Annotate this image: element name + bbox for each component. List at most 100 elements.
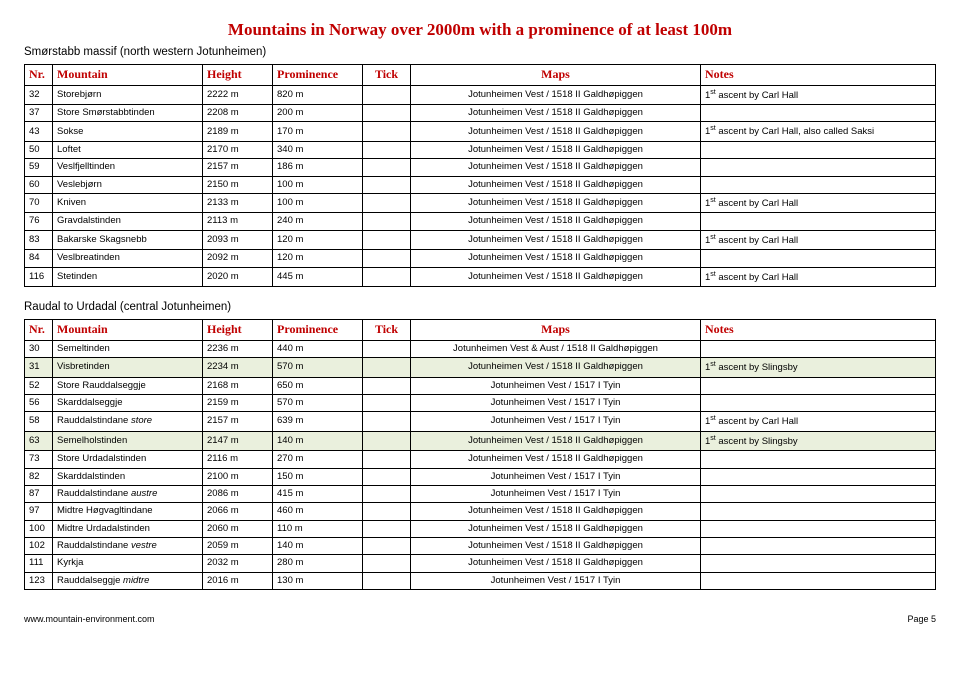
- table-cell: 58: [25, 412, 53, 432]
- table-cell: 1st ascent by Carl Hall: [701, 85, 936, 105]
- table-cell: 2234 m: [203, 358, 273, 378]
- table-cell: Rauddalseggje midtre: [53, 572, 203, 589]
- table-cell: [701, 105, 936, 122]
- table-cell: 2170 m: [203, 141, 273, 158]
- table-cell: [363, 538, 411, 555]
- table-cell: Jotunheimen Vest / 1518 II Galdhøpiggen: [411, 431, 701, 451]
- table-cell: 2060 m: [203, 520, 273, 537]
- table-cell: Jotunheimen Vest / 1517 I Tyin: [411, 412, 701, 432]
- table-cell: 100 m: [273, 176, 363, 193]
- table-cell: 820 m: [273, 85, 363, 105]
- table-cell: 37: [25, 105, 53, 122]
- table-cell: 100 m: [273, 193, 363, 213]
- table-cell: 200 m: [273, 105, 363, 122]
- table-cell: [701, 213, 936, 230]
- table-cell: Store Rauddalseggje: [53, 377, 203, 394]
- table-row: 84Veslbreatinden2092 m120 m Jotunheimen V…: [25, 250, 936, 267]
- table-cell: Veslfjelltinden: [53, 159, 203, 176]
- table-cell: [363, 520, 411, 537]
- table-cell: 2086 m: [203, 485, 273, 502]
- table-cell: 2159 m: [203, 394, 273, 411]
- table-cell: [701, 250, 936, 267]
- table-cell: 280 m: [273, 555, 363, 572]
- table-cell: 2236 m: [203, 340, 273, 357]
- table-cell: Jotunheimen Vest / 1518 II Galdhøpiggen: [411, 250, 701, 267]
- table-cell: Jotunheimen Vest / 1518 II Galdhøpiggen: [411, 176, 701, 193]
- table-cell: [363, 159, 411, 176]
- table-cell: 1st ascent by Slingsby: [701, 358, 936, 378]
- table-cell: 111: [25, 555, 53, 572]
- table-cell: [363, 503, 411, 520]
- table-cell: Rauddalstindane store: [53, 412, 203, 432]
- table-cell: [363, 105, 411, 122]
- table-cell: Sokse: [53, 122, 203, 142]
- table-cell: 120 m: [273, 250, 363, 267]
- table-cell: 120 m: [273, 230, 363, 250]
- table-cell: 445 m: [273, 267, 363, 287]
- table-cell: [701, 572, 936, 589]
- table-row: 63Semelholstinden2147 m140 mJotunheimen …: [25, 431, 936, 451]
- table-row: 60Veslebjørn2150 m100 mJotunheimen Vest …: [25, 176, 936, 193]
- table-row: 32Storebjørn2222 m820 mJotunheimen Vest …: [25, 85, 936, 105]
- table-cell: [701, 538, 936, 555]
- table-cell: Bakarske Skagsnebb: [53, 230, 203, 250]
- table-cell: Rauddalstindane vestre: [53, 538, 203, 555]
- table-cell: 1st ascent by Carl Hall: [701, 230, 936, 250]
- table-cell: 100: [25, 520, 53, 537]
- col-header: Tick: [363, 65, 411, 86]
- col-header: Maps: [411, 320, 701, 341]
- table-row: 30Semeltinden2236 m440 mJotunheimen Vest…: [25, 340, 936, 357]
- table-cell: Jotunheimen Vest / 1518 II Galdhøpiggen: [411, 230, 701, 250]
- table-cell: Midtre Urdadalstinden: [53, 520, 203, 537]
- table-row: 59Veslfjelltinden2157 m186 mJotunheimen …: [25, 159, 936, 176]
- col-header: Tick: [363, 320, 411, 341]
- table-cell: 415 m: [273, 485, 363, 502]
- col-header: Mountain: [53, 320, 203, 341]
- table-cell: 83: [25, 230, 53, 250]
- table-cell: 73: [25, 451, 53, 468]
- table-row: 37Store Smørstabbtinden2208 m200 mJotunh…: [25, 105, 936, 122]
- table-row: 102Rauddalstindane vestre2059 m140 mJotu…: [25, 538, 936, 555]
- col-header: Maps: [411, 65, 701, 86]
- table-row: 52Store Rauddalseggje2168 m650 mJotunhei…: [25, 377, 936, 394]
- table-cell: 110 m: [273, 520, 363, 537]
- table-cell: [363, 431, 411, 451]
- table-cell: Jotunheimen Vest / 1518 II Galdhøpiggen: [411, 358, 701, 378]
- table-cell: 2092 m: [203, 250, 273, 267]
- table-cell: 270 m: [273, 451, 363, 468]
- table-cell: [701, 377, 936, 394]
- table-cell: Skarddalstinden: [53, 468, 203, 485]
- table-cell: 30: [25, 340, 53, 357]
- table-cell: [701, 503, 936, 520]
- table-cell: Jotunheimen Vest / 1518 II Galdhøpiggen: [411, 85, 701, 105]
- table-cell: 1st ascent by Carl Hall: [701, 412, 936, 432]
- table-cell: Kniven: [53, 193, 203, 213]
- table-cell: 1st ascent by Slingsby: [701, 431, 936, 451]
- table-cell: Store Smørstabbtinden: [53, 105, 203, 122]
- table-cell: Jotunheimen Vest / 1518 II Galdhøpiggen: [411, 159, 701, 176]
- table-cell: Jotunheimen Vest / 1518 II Galdhøpiggen: [411, 193, 701, 213]
- table-cell: 60: [25, 176, 53, 193]
- table-cell: 2133 m: [203, 193, 273, 213]
- table-cell: [363, 412, 411, 432]
- sections-container: Smørstabb massif (north western Jotunhei…: [24, 46, 936, 590]
- table-cell: 650 m: [273, 377, 363, 394]
- table-cell: 2116 m: [203, 451, 273, 468]
- table-cell: [363, 141, 411, 158]
- table-row: 123Rauddalseggje midtre2016 m130 mJotunh…: [25, 572, 936, 589]
- table-cell: 59: [25, 159, 53, 176]
- table-cell: 84: [25, 250, 53, 267]
- table-cell: 87: [25, 485, 53, 502]
- table-cell: Gravdalstinden: [53, 213, 203, 230]
- col-header: Height: [203, 320, 273, 341]
- table-cell: 50: [25, 141, 53, 158]
- table-cell: 43: [25, 122, 53, 142]
- table-cell: 2093 m: [203, 230, 273, 250]
- footer-page: Page 5: [907, 614, 936, 624]
- table-cell: 2157 m: [203, 412, 273, 432]
- table-cell: 52: [25, 377, 53, 394]
- table-cell: 2222 m: [203, 85, 273, 105]
- table-cell: Veslbreatinden: [53, 250, 203, 267]
- table-cell: 130 m: [273, 572, 363, 589]
- table-cell: 240 m: [273, 213, 363, 230]
